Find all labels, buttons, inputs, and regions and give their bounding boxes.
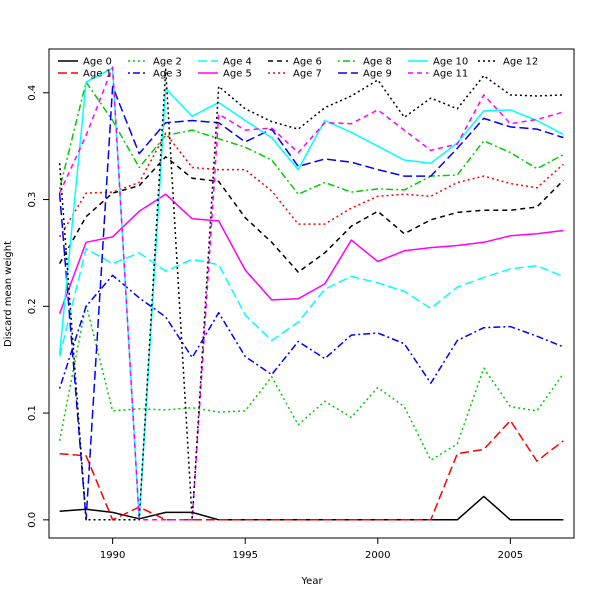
legend-label: Age 1 xyxy=(83,69,112,80)
legend-label: Age 5 xyxy=(223,69,252,80)
legend-label: Age 8 xyxy=(363,57,392,68)
series-line-age-3 xyxy=(58,274,564,389)
x-tick-label: 2005 xyxy=(498,550,523,561)
x-tick-label: 2000 xyxy=(365,550,390,561)
x-axis: 1990 1995 2000 2005 xyxy=(100,538,523,561)
legend-label: Age 11 xyxy=(433,69,468,80)
y-tick-label: 0.4 xyxy=(27,85,38,101)
legend-entry: Age 3 xyxy=(128,69,182,80)
legend-label: Age 7 xyxy=(293,69,322,80)
legend-entry: Age 8 xyxy=(338,57,392,68)
legend-label: Age 10 xyxy=(433,57,468,68)
legend-entry: Age 0 xyxy=(58,57,112,68)
series-line-age-12 xyxy=(58,68,564,521)
legend-label: Age 6 xyxy=(293,57,322,68)
y-axis: 0.0 0.1 0.2 0.3 0.4 xyxy=(27,85,49,528)
series-line-age-10 xyxy=(58,67,564,521)
legend-label: Age 4 xyxy=(223,57,252,68)
series-line-age-2 xyxy=(58,303,565,461)
y-tick-label: 0.1 xyxy=(27,405,38,421)
y-axis-label: Discard mean weight xyxy=(3,241,14,347)
legend-entry: Age 5 xyxy=(198,69,252,80)
legend-entry: Age 1 xyxy=(58,69,112,80)
plot-frame xyxy=(48,48,575,539)
legend-label: Age 0 xyxy=(83,57,112,68)
series-line-age-6 xyxy=(58,156,564,273)
legend-label: Age 2 xyxy=(153,57,182,68)
legend-label: Age 12 xyxy=(503,57,538,68)
legend-label: Age 9 xyxy=(363,69,392,80)
legend-entry: Age 2 xyxy=(128,57,182,68)
y-tick-label: 0.3 xyxy=(27,192,38,208)
legend-label: Age 3 xyxy=(153,69,182,80)
legend-entry: Age 4 xyxy=(198,57,252,68)
legend-entry: Age 12 xyxy=(478,57,538,68)
x-axis-label: Year xyxy=(300,576,323,587)
legend-entry: Age 10 xyxy=(408,57,468,68)
y-tick-label: 0.2 xyxy=(27,298,38,314)
series-line-age-7 xyxy=(58,132,564,238)
series-line-age-4 xyxy=(58,247,564,357)
x-tick-label: 1990 xyxy=(100,550,125,561)
series-group xyxy=(58,66,565,521)
y-tick-label: 0.0 xyxy=(27,512,38,528)
series-line-age-8 xyxy=(58,81,564,195)
series-line-age-5 xyxy=(58,193,564,315)
series-line-age-11 xyxy=(58,66,564,521)
series-line-age-1 xyxy=(59,419,564,521)
legend-entry: Age 9 xyxy=(338,69,392,80)
x-tick-label: 1995 xyxy=(232,550,257,561)
legend-entry: Age 7 xyxy=(268,69,322,80)
series-line-age-9 xyxy=(58,85,564,521)
legend-entry: Age 6 xyxy=(268,57,322,68)
legend-entry: Age 11 xyxy=(408,69,468,80)
